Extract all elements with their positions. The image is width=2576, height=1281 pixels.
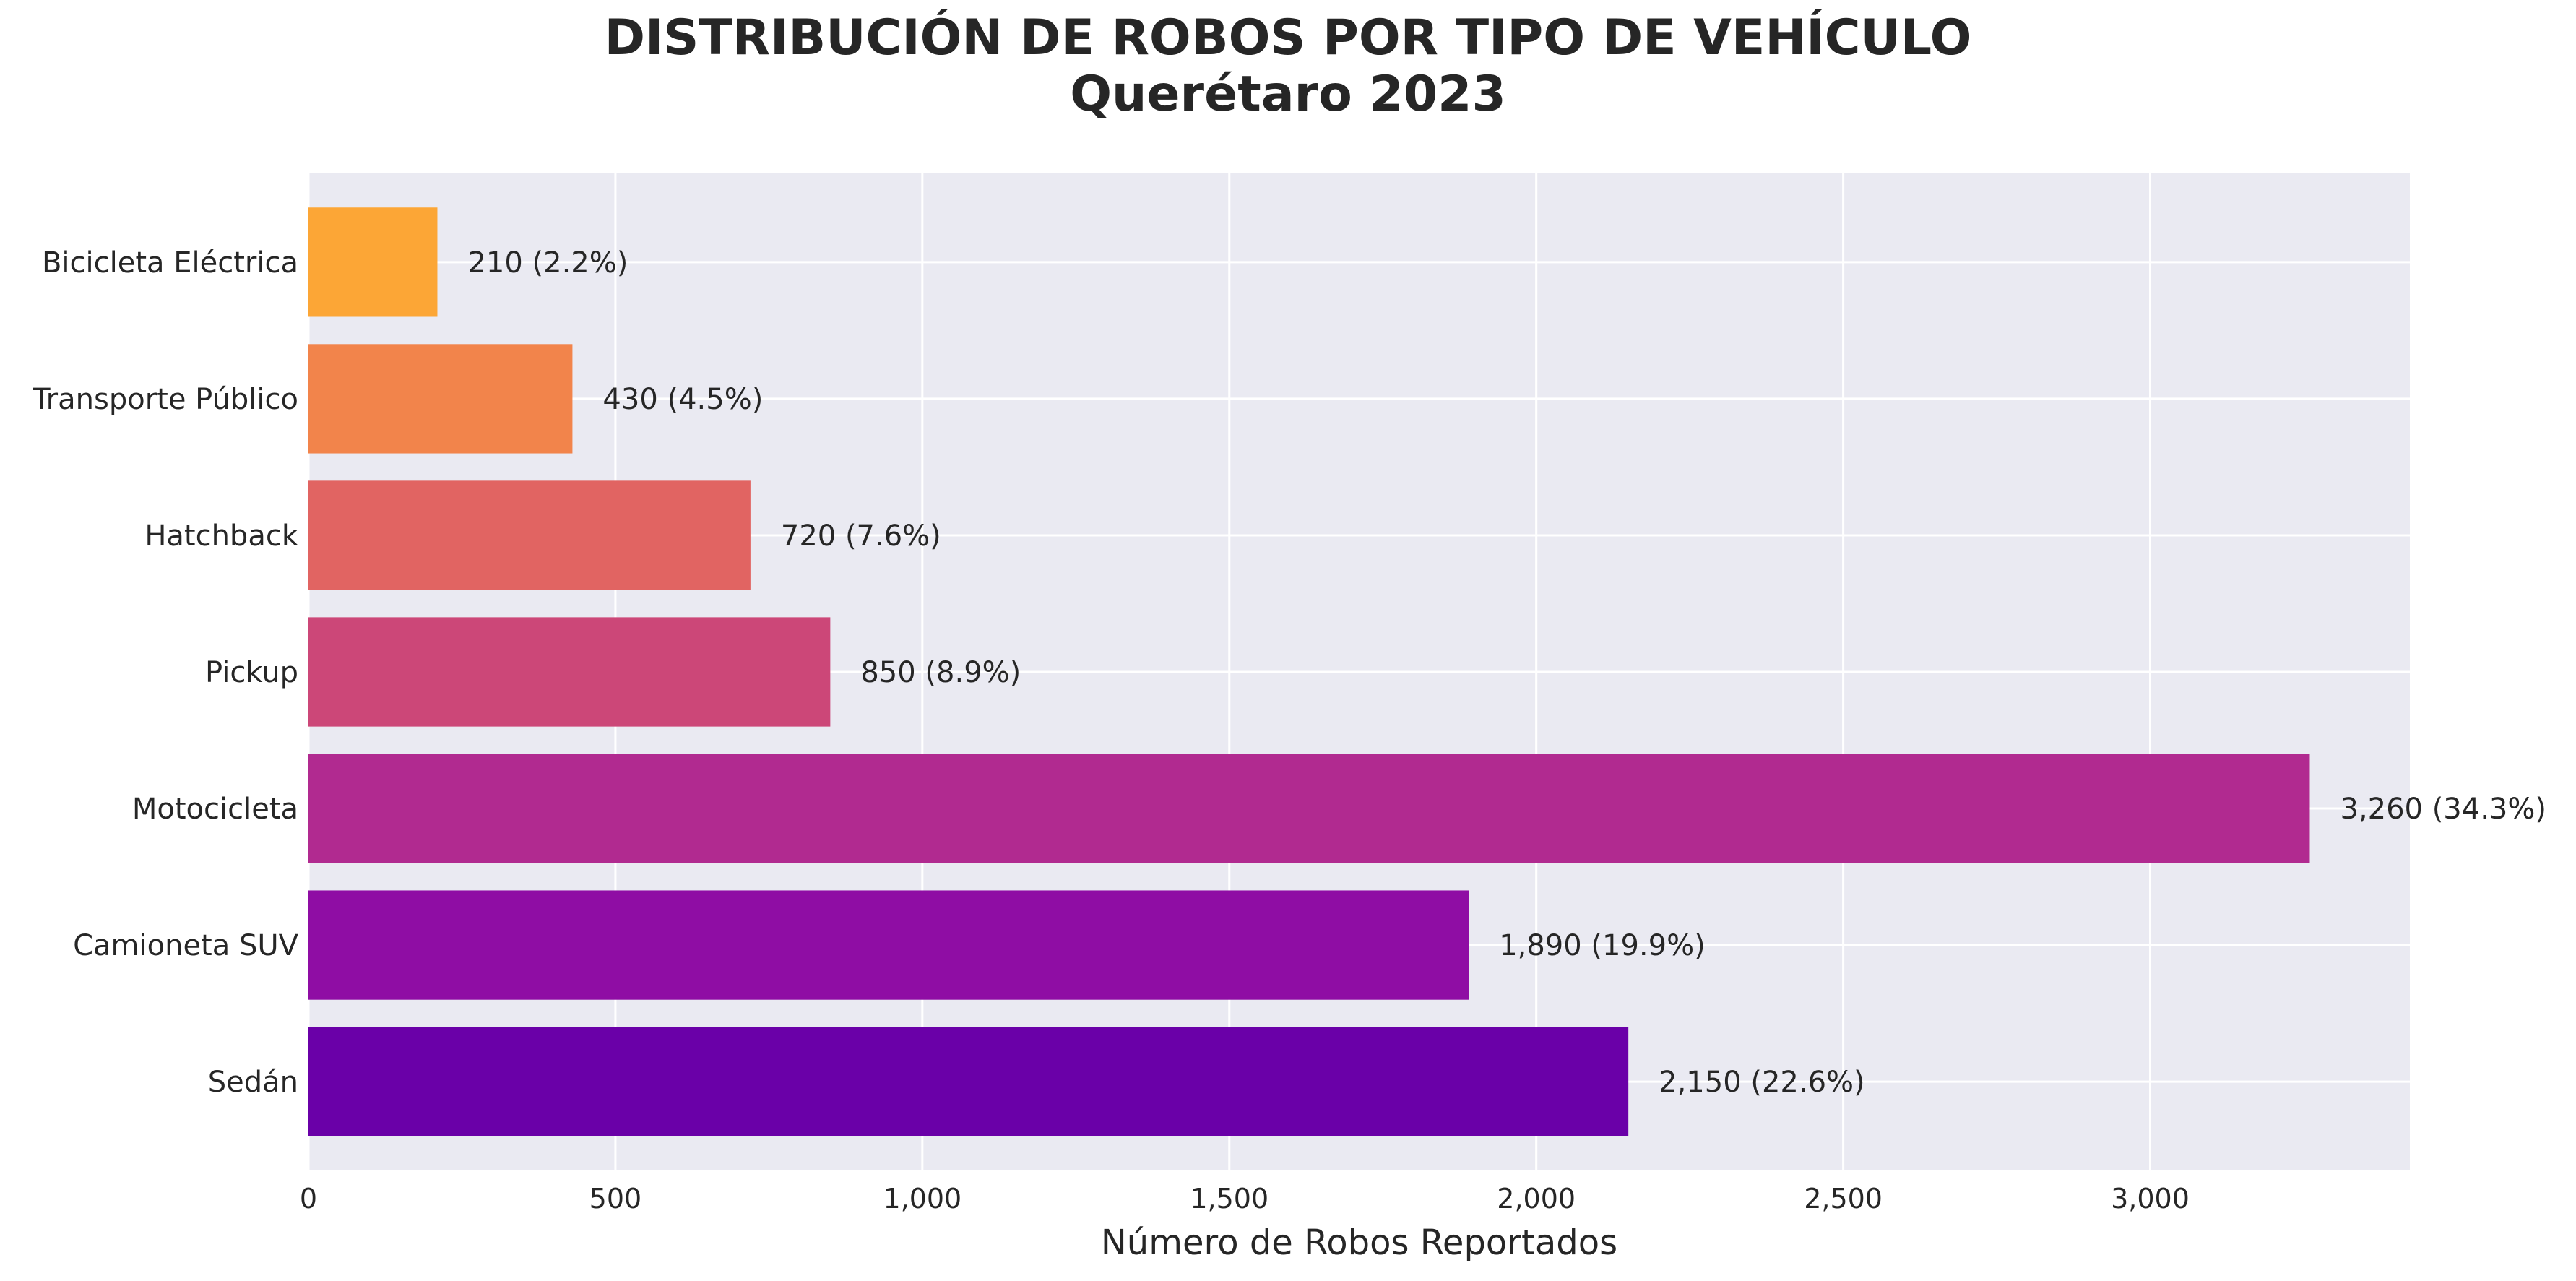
chart-title-line-2: Querétaro 2023 (1070, 66, 1506, 123)
x-tick-label: 500 (589, 1183, 642, 1215)
chart-title: DISTRIBUCIÓN DE ROBOS POR TIPO DE VEHÍCU… (0, 10, 2576, 123)
category-label: Camioneta SUV (73, 929, 299, 962)
bar-value-label: 1,890 (19.9%) (1499, 929, 1706, 962)
category-label: Sedán (208, 1066, 298, 1099)
bar-value-label: 3,260 (34.3%) (2340, 793, 2546, 826)
bar (308, 754, 2310, 863)
bars (308, 207, 2310, 1136)
bar (308, 344, 573, 454)
bar (308, 480, 751, 590)
bar (308, 1027, 1629, 1136)
category-label: Pickup (205, 656, 298, 689)
bar (308, 207, 438, 317)
data-labels: 2,150 (22.6%) 1,890 (19.9%) 3,260 (34.3%) 8… (467, 246, 2546, 1099)
x-tick-label: 3,000 (2111, 1183, 2190, 1215)
category-label: Transporte Público (32, 383, 298, 416)
bar-value-label: 210 (2.2%) (467, 246, 628, 280)
x-tick-label: 2,000 (1497, 1183, 1576, 1215)
x-tick-label: 1,500 (1190, 1183, 1268, 1215)
bar-value-label: 720 (7.6%) (781, 519, 941, 553)
chart-title-line-1: DISTRIBUCIÓN DE ROBOS POR TIPO DE VEHÍCU… (604, 9, 1972, 66)
bar-value-label: 850 (8.9%) (860, 656, 1021, 689)
x-axis-tick-labels: 0 500 1,000 1,500 2,000 2,500 3,000 (300, 1183, 2190, 1215)
category-label: Hatchback (144, 519, 299, 553)
x-axis-label: Número de Robos Reportados (1101, 1222, 1617, 1263)
x-tick-label: 2,500 (1804, 1183, 1883, 1215)
bar-value-label: 2,150 (22.6%) (1659, 1066, 1865, 1099)
x-tick-label: 1,000 (883, 1183, 961, 1215)
bar (308, 617, 831, 727)
bar-value-label: 430 (4.5%) (602, 383, 763, 416)
category-label: Bicicleta Eléctrica (42, 246, 298, 280)
y-axis-category-labels: Sedán Camioneta SUV Motocicleta Pickup Hatch… (32, 246, 299, 1099)
x-tick-label: 0 (300, 1183, 317, 1215)
bar (308, 890, 1469, 1000)
category-label: Motocicleta (132, 793, 298, 826)
